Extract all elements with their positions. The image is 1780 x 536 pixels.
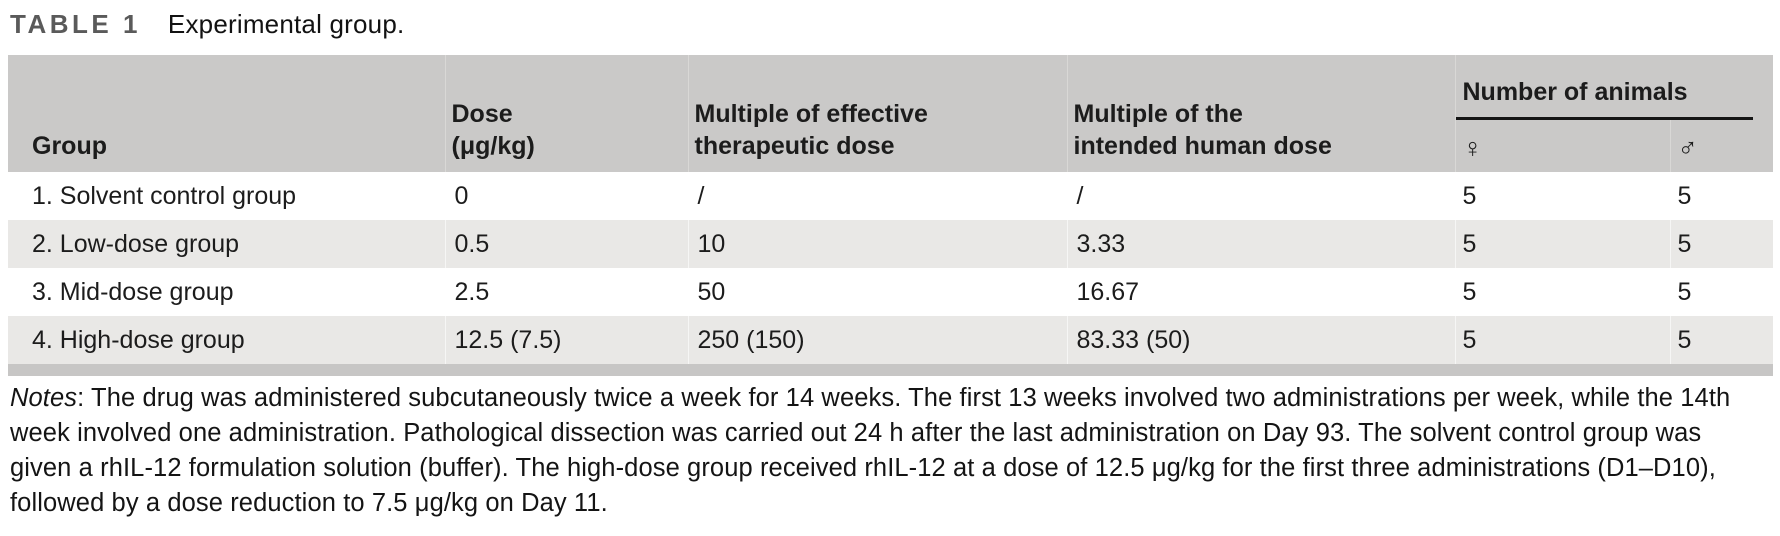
- column-header-dose-line2: (μg/kg): [451, 132, 535, 160]
- cell-dose: 12.5 (7.5): [444, 316, 688, 364]
- male-symbol-icon: ♂: [1669, 120, 1773, 172]
- cell-multiple-effective: 250 (150): [687, 316, 1067, 364]
- cell-group: 3. Mid-dose group: [32, 277, 234, 306]
- table-row-mid-dose: 3. Mid-dose group 2.5 50 16.67 5 5: [8, 268, 1773, 316]
- cell-female-count: 5: [1454, 172, 1670, 220]
- cell-dose: 0.5: [444, 220, 688, 268]
- column-header-multiple-human-line1: Multiple of the: [1073, 100, 1243, 128]
- table-number-label: TABLE 1: [10, 9, 141, 39]
- column-header-number-of-animals: Number of animals: [1454, 55, 1773, 120]
- table-row-solvent-control: 1. Solvent control group 0 / / 5 5: [8, 172, 1773, 220]
- table-bottom-rule: [8, 364, 1773, 376]
- cell-male-count: 5: [1669, 316, 1773, 364]
- table-body: 1. Solvent control group 0 / / 5 5 2. Lo…: [8, 172, 1773, 364]
- header-row-sex: ♀ ♂: [8, 120, 1773, 172]
- notes-line: followed by a dose reduction to 7.5 μg/k…: [10, 489, 608, 517]
- notes-line: week involved one administration. Pathol…: [10, 419, 1702, 447]
- cell-multiple-effective: 10: [687, 220, 1067, 268]
- cell-multiple-human: 16.67: [1066, 268, 1455, 316]
- table-header: Group Dose (μg/kg) Multiple of effective…: [8, 55, 1773, 172]
- cell-multiple-human: /: [1066, 172, 1455, 220]
- cell-dose: 2.5: [444, 268, 688, 316]
- cell-multiple-human: 3.33: [1066, 220, 1455, 268]
- cell-group: 2. Low-dose group: [32, 229, 240, 258]
- notes-line: given a rhIL-12 formulation solution (bu…: [10, 454, 1716, 482]
- cell-female-count: 5: [1454, 268, 1670, 316]
- column-header-multiple-human-line2: intended human dose: [1073, 132, 1332, 160]
- table-notes: Notes: The drug was administered subcuta…: [10, 381, 1772, 521]
- cell-female-count: 5: [1454, 316, 1670, 364]
- cell-male-count: 5: [1669, 220, 1773, 268]
- cell-multiple-human: 83.33 (50): [1066, 316, 1455, 364]
- cell-multiple-effective: /: [687, 172, 1067, 220]
- cell-group: 4. High-dose group: [32, 325, 245, 354]
- column-header-group-label: Group: [32, 132, 107, 160]
- column-header-multiple-human: Multiple of the intended human dose: [1066, 55, 1455, 172]
- cell-female-count: 5: [1454, 220, 1670, 268]
- column-header-group: Group: [8, 55, 445, 172]
- table-row-high-dose: 4. High-dose group 12.5 (7.5) 250 (150) …: [8, 316, 1773, 364]
- cell-male-count: 5: [1669, 268, 1773, 316]
- header-row-top: Group Dose (μg/kg) Multiple of effective…: [8, 55, 1773, 172]
- cell-group: 1. Solvent control group: [32, 181, 297, 210]
- number-of-animals-label: Number of animals: [1455, 76, 1753, 120]
- cell-dose: 0: [444, 172, 688, 220]
- table-title: TABLE 1 Experimental group.: [10, 9, 404, 40]
- notes-line1-text: : The drug was administered subcutaneous…: [77, 384, 1731, 412]
- notes-label: Notes: [10, 384, 78, 412]
- column-header-multiple-effective-line2: therapeutic dose: [694, 132, 895, 160]
- female-symbol-icon: ♀: [1454, 120, 1670, 172]
- column-header-dose: Dose (μg/kg): [444, 55, 688, 172]
- column-header-multiple-effective: Multiple of effective therapeutic dose: [687, 55, 1067, 172]
- experimental-group-table: Group Dose (μg/kg) Multiple of effective…: [8, 55, 1773, 376]
- cell-male-count: 5: [1669, 172, 1773, 220]
- table-caption: Experimental group.: [167, 9, 405, 39]
- column-header-multiple-effective-line1: Multiple of effective: [694, 100, 928, 128]
- data-table: Group Dose (μg/kg) Multiple of effective…: [8, 55, 1773, 364]
- column-header-dose-line1: Dose: [451, 100, 513, 128]
- notes-line: Notes: The drug was administered subcuta…: [10, 381, 1772, 416]
- cell-multiple-effective: 50: [687, 268, 1067, 316]
- table-row-low-dose: 2. Low-dose group 0.5 10 3.33 5 5: [8, 220, 1773, 268]
